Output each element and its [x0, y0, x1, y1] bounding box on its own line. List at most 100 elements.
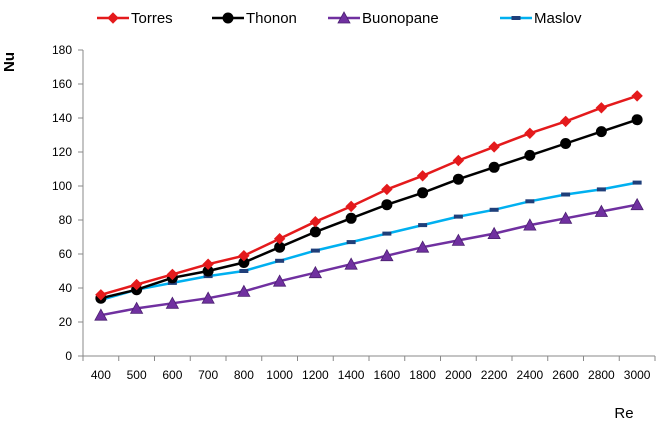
x-tick-label: 2400 — [517, 368, 544, 382]
data-point — [417, 187, 429, 199]
data-point — [239, 269, 249, 273]
data-point — [381, 199, 393, 211]
data-point — [453, 214, 463, 219]
data-point — [275, 258, 285, 263]
data-point — [524, 149, 536, 161]
series-line — [100, 118, 638, 300]
legend-swatch-marker — [337, 11, 351, 24]
legend-swatch-marker — [511, 16, 521, 20]
data-point — [345, 212, 357, 224]
data-point — [344, 257, 358, 270]
data-point — [308, 265, 323, 279]
data-point — [346, 240, 356, 245]
x-tick-label: 1200 — [302, 368, 329, 382]
data-point — [524, 127, 536, 140]
data-point — [632, 180, 642, 185]
data-point — [238, 257, 250, 268]
data-point — [238, 249, 250, 262]
data-point — [523, 218, 537, 231]
data-point — [201, 291, 215, 304]
y-tick-label: 60 — [59, 247, 73, 261]
y-tick-label: 40 — [59, 281, 73, 295]
x-axis-title: Re — [614, 405, 633, 422]
data-point — [202, 258, 214, 270]
y-tick-label: 0 — [65, 349, 72, 363]
x-tick-label: 700 — [198, 368, 218, 382]
data-point — [452, 154, 465, 167]
legend-item-thonon: Thonon — [212, 10, 297, 27]
data-point — [488, 161, 500, 173]
legend-swatch-marker — [222, 12, 234, 24]
data-point — [631, 114, 643, 126]
data-point — [202, 265, 214, 277]
data-point — [489, 207, 499, 212]
series-torres — [95, 90, 643, 301]
x-tick-label: 800 — [234, 368, 254, 382]
x-tick-label: 500 — [127, 368, 147, 382]
data-point — [130, 278, 143, 291]
data-point — [416, 170, 429, 182]
series-line — [100, 203, 638, 317]
data-point — [630, 197, 644, 211]
y-axis-title: Nu — [1, 52, 18, 72]
series-thonon — [95, 114, 643, 304]
x-tick-label: 2200 — [481, 368, 508, 382]
data-point — [95, 289, 107, 301]
data-point — [165, 296, 180, 309]
data-point — [596, 187, 606, 192]
data-point — [310, 248, 320, 253]
x-tick-label: 1400 — [338, 368, 365, 382]
legend-label: Maslov — [534, 10, 582, 27]
y-tick-label: 160 — [52, 77, 72, 91]
series-line — [100, 94, 638, 297]
data-point — [558, 211, 573, 224]
data-point — [237, 284, 251, 297]
data-point — [273, 232, 286, 245]
legend-item-torres: Torres — [97, 10, 173, 27]
data-point — [415, 240, 430, 253]
data-point — [595, 126, 607, 138]
data-point — [561, 192, 571, 197]
data-point — [595, 102, 608, 114]
y-tick-label: 100 — [52, 179, 72, 193]
x-tick-label: 1000 — [266, 368, 293, 382]
data-point — [272, 274, 287, 287]
data-point — [525, 199, 535, 204]
y-tick-label: 80 — [59, 213, 73, 227]
data-point — [94, 308, 108, 321]
data-point — [631, 90, 643, 102]
data-point — [560, 138, 572, 149]
data-point — [487, 226, 501, 240]
y-tick-label: 180 — [52, 43, 72, 57]
data-point — [418, 223, 428, 228]
data-point — [129, 301, 144, 314]
legend-item-buonopane: Buonopane — [328, 10, 439, 27]
data-point — [382, 231, 392, 236]
x-tick-label: 2800 — [588, 368, 615, 382]
data-point — [345, 200, 357, 213]
data-point — [451, 233, 466, 246]
series-buonopane — [94, 197, 644, 321]
legend: Torres Thonon Buonopane Maslov — [97, 10, 582, 27]
x-tick-label: 1600 — [374, 368, 401, 382]
x-tick-label: 600 — [162, 368, 182, 382]
series-line — [100, 181, 638, 302]
data-point — [381, 183, 393, 196]
data-point — [594, 204, 609, 217]
data-point — [380, 248, 394, 262]
legend-swatch-marker — [107, 12, 119, 24]
legend-label: Thonon — [246, 10, 297, 27]
data-point — [559, 115, 572, 128]
data-point — [166, 268, 179, 281]
series-layer — [94, 90, 644, 321]
x-tick-label: 400 — [91, 368, 111, 382]
y-tick-label: 120 — [52, 145, 72, 159]
data-point — [309, 226, 321, 238]
x-tick-label: 2600 — [552, 368, 579, 382]
axes: 0 20 40 60 80 100 120 140 160 180 400 500 600 700 800 1… — [52, 43, 656, 382]
data-point — [488, 141, 500, 153]
legend-item-maslov: Maslov — [500, 10, 582, 27]
data-point — [452, 173, 464, 185]
legend-label: Torres — [131, 10, 173, 27]
